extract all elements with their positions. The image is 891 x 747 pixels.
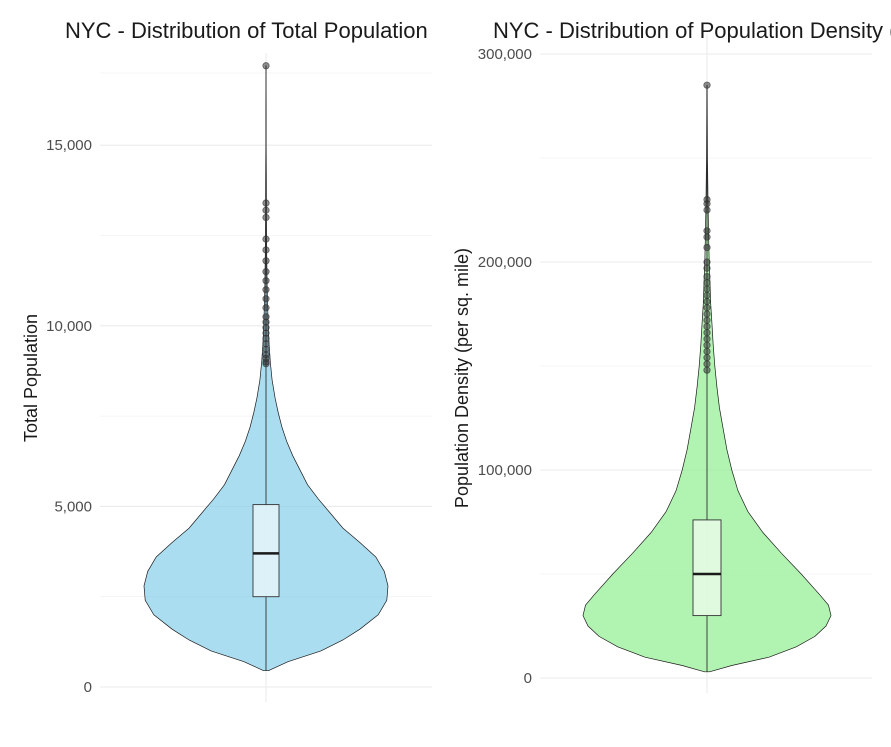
y-axis-label: Population Density (per sq. mile) <box>452 248 472 508</box>
y-tick-label: 5,000 <box>54 498 92 515</box>
outlier-point <box>703 227 711 235</box>
y-tick-labels: 0 5,000 10,000 15,000 <box>46 137 92 696</box>
outlier-point <box>262 206 270 214</box>
outlier-points <box>703 81 711 374</box>
outlier-point <box>262 304 270 312</box>
boxplot <box>252 65 280 671</box>
outlier-point <box>703 264 711 272</box>
outlier-point <box>262 277 270 285</box>
panel-population-density: NYC - Distribution of Population Density… <box>452 18 891 693</box>
outlier-point <box>262 235 270 243</box>
y-tick-label: 100,000 <box>478 462 532 479</box>
outlier-point <box>703 200 711 208</box>
y-tick-label: 10,000 <box>46 318 92 335</box>
outlier-point <box>703 366 711 374</box>
outlier-point <box>703 316 711 324</box>
chart-title: NYC - Distribution of Total Population <box>65 18 428 43</box>
outlier-point <box>262 246 270 254</box>
outlier-point <box>703 360 711 368</box>
chart-title: NYC - Distribution of Population Density… <box>493 18 891 43</box>
panel-total-population: NYC - Distribution of Total Population T… <box>21 18 432 702</box>
outlier-point <box>703 233 711 241</box>
outlier-point <box>703 258 711 266</box>
y-axis-label: Total Population <box>21 314 41 442</box>
boxplot <box>692 85 722 672</box>
outlier-point <box>703 285 711 293</box>
outlier-point <box>703 341 711 349</box>
y-tick-label: 15,000 <box>46 137 92 154</box>
outlier-point <box>703 81 711 89</box>
outlier-point <box>703 335 711 343</box>
outlier-point <box>262 213 270 222</box>
outlier-point <box>703 322 711 331</box>
y-tick-label: 0 <box>524 670 532 687</box>
outlier-point <box>703 304 711 312</box>
outlier-point <box>703 291 711 299</box>
y-tick-label: 300,000 <box>478 46 532 63</box>
y-tick-labels: 0 100,000 200,000 300,000 <box>478 46 532 687</box>
outlier-point <box>262 295 270 303</box>
outlier-point <box>703 329 711 337</box>
outlier-point <box>703 347 711 356</box>
y-tick-label: 200,000 <box>478 254 532 271</box>
outlier-point <box>262 199 270 207</box>
outlier-point <box>703 354 711 362</box>
outlier-point <box>703 310 711 318</box>
outlier-point <box>703 206 711 214</box>
outlier-point <box>703 279 711 287</box>
outlier-point <box>703 243 711 252</box>
y-tick-label: 0 <box>84 679 92 696</box>
outlier-point <box>262 268 270 276</box>
outlier-point <box>262 360 270 368</box>
outlier-point <box>703 272 711 281</box>
iqr-box <box>252 504 280 598</box>
outlier-point <box>262 257 270 265</box>
outlier-point <box>262 62 270 70</box>
outlier-point <box>262 286 270 294</box>
outlier-point <box>703 297 711 306</box>
outlier-points <box>262 62 270 368</box>
iqr-box <box>692 519 722 617</box>
